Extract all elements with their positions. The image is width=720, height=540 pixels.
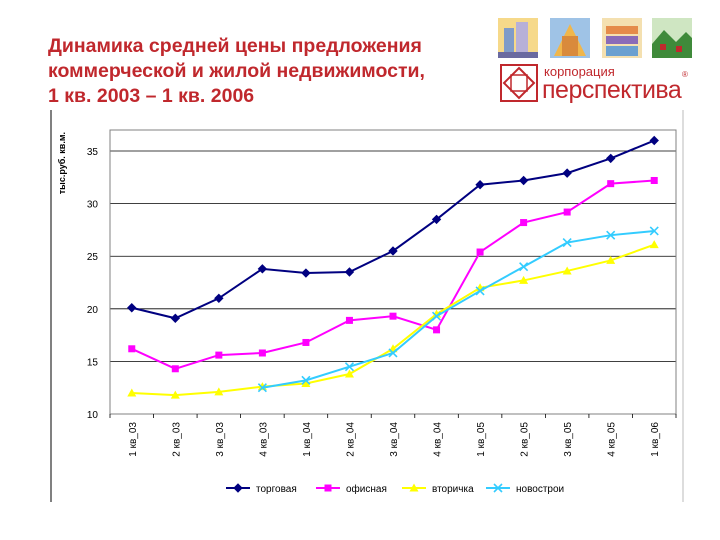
data-point-series-3 bbox=[562, 266, 572, 275]
data-point-series-3 bbox=[344, 369, 354, 378]
data-point-series-2 bbox=[607, 180, 615, 188]
data-point-series-4 bbox=[606, 230, 616, 240]
data-point-series-1 bbox=[649, 135, 659, 146]
data-point-series-2 bbox=[520, 219, 528, 227]
logo-emblem-icon bbox=[500, 64, 538, 102]
series-line-2 bbox=[131, 179, 655, 370]
data-point-series-1 bbox=[257, 264, 268, 274]
logo-line-2: перспектива bbox=[542, 76, 682, 104]
data-point-series-2 bbox=[650, 176, 658, 184]
y-tick-label: 10 bbox=[87, 410, 99, 421]
data-point-series-2 bbox=[302, 338, 310, 346]
legend-label-4: новострои bbox=[516, 484, 564, 495]
line-chart: 10 15 20 25 30 35 1 кв_03 2 кв_03 3 кв_03 4 кв_03… bbox=[50, 110, 684, 502]
y-tick-label: 15 bbox=[87, 357, 99, 368]
data-point-series-2 bbox=[389, 312, 397, 320]
data-point-series-1 bbox=[562, 168, 572, 178]
data-point-series-4 bbox=[344, 362, 355, 372]
data-point-series-1 bbox=[388, 246, 398, 256]
title-line-1: Динамика средней цены предложения bbox=[48, 35, 422, 57]
data-point-series-3 bbox=[649, 240, 659, 249]
data-point-series-2 bbox=[171, 365, 179, 373]
data-point-series-1 bbox=[605, 153, 616, 164]
chart-area: 10 15 20 25 30 35 1 кв_03 2 кв_03 3 кв_03 4 кв_03… bbox=[50, 110, 684, 502]
data-point-series-2 bbox=[433, 326, 441, 334]
data-point-series-3 bbox=[214, 387, 224, 396]
data-point-series-3 bbox=[170, 390, 180, 399]
data-point-series-2 bbox=[563, 208, 571, 216]
data-point-series-1 bbox=[518, 175, 529, 186]
title-line-3: 1 кв. 2003 – 1 кв. 2006 bbox=[48, 85, 255, 107]
logo-line-1: корпорация bbox=[544, 64, 615, 79]
title-line-2: коммерческой и жилой недвижимости, bbox=[48, 60, 425, 82]
data-point-series-4 bbox=[301, 375, 311, 385]
data-point-series-4 bbox=[388, 348, 398, 358]
y-tick-label: 35 bbox=[87, 147, 99, 158]
x-tick-label: 1 кв_06 bbox=[650, 422, 661, 457]
logo-tile-1-icon bbox=[498, 18, 538, 58]
data-point-series-1 bbox=[170, 313, 181, 323]
data-point-series-4 bbox=[431, 311, 442, 321]
y-tick-label: 30 bbox=[87, 200, 99, 211]
plot-area-border bbox=[109, 129, 677, 415]
x-tick-label: 3 кв_03 bbox=[215, 422, 226, 457]
company-logo: корпорация перспектива ® bbox=[498, 18, 693, 108]
logo-tile-3-icon bbox=[602, 18, 642, 58]
x-tick-label: 3 кв_05 bbox=[563, 422, 574, 457]
chart-title: Динамика средней цены предложения коммер… bbox=[48, 34, 425, 109]
x-tick-label: 1 кв_04 bbox=[302, 422, 313, 457]
data-point-series-2 bbox=[215, 351, 223, 359]
data-point-series-1 bbox=[431, 214, 442, 225]
data-point-series-2 bbox=[258, 349, 266, 357]
x-tick-label: 1 кв_05 bbox=[476, 422, 487, 457]
data-point-series-4 bbox=[562, 237, 572, 248]
x-tick-label: 2 кв_04 bbox=[345, 422, 356, 457]
legend-label-2: офисная bbox=[346, 483, 387, 495]
legend-label-3: вторичка bbox=[432, 484, 474, 495]
y-tick-label: 25 bbox=[87, 252, 99, 263]
legend-marker-2 bbox=[324, 484, 332, 492]
x-tick-label: 4 кв_05 bbox=[607, 422, 618, 457]
legend-label-1: торговая bbox=[256, 484, 297, 495]
data-point-series-1 bbox=[475, 179, 485, 190]
data-point-series-3 bbox=[127, 388, 137, 397]
data-point-series-2 bbox=[476, 248, 484, 256]
legend-marker-1 bbox=[233, 483, 243, 493]
data-point-series-4 bbox=[649, 226, 659, 236]
x-tick-label: 1 кв_03 bbox=[128, 422, 139, 457]
x-tick-label: 2 кв_03 bbox=[171, 422, 182, 457]
data-point-series-4 bbox=[519, 262, 529, 272]
y-tick-label: 20 bbox=[87, 305, 99, 316]
data-point-series-1 bbox=[127, 303, 137, 313]
x-tick-label: 4 кв_04 bbox=[433, 422, 444, 457]
data-point-series-3 bbox=[606, 255, 616, 264]
logo-registered-mark: ® bbox=[682, 70, 688, 79]
data-point-series-4 bbox=[475, 286, 485, 296]
legend-marker-4 bbox=[493, 483, 503, 493]
data-point-series-2 bbox=[128, 345, 136, 353]
x-tick-label: 4 кв_03 bbox=[258, 422, 269, 457]
logo-tile-4-icon bbox=[652, 18, 692, 58]
data-point-series-1 bbox=[214, 293, 224, 304]
data-point-series-3 bbox=[301, 378, 311, 387]
logo-tile-2-icon bbox=[550, 18, 590, 58]
series-line-3 bbox=[131, 243, 655, 397]
series-line-1 bbox=[131, 139, 655, 320]
data-point-series-4 bbox=[257, 383, 267, 393]
x-tick-label: 3 кв_04 bbox=[389, 422, 400, 457]
data-point-series-3 bbox=[519, 275, 529, 284]
y-axis-label: тыс.руб. кв.м. bbox=[57, 132, 67, 194]
series-line-4 bbox=[262, 229, 655, 389]
data-point-series-1 bbox=[344, 267, 355, 277]
data-point-series-1 bbox=[301, 268, 311, 278]
data-point-series-2 bbox=[345, 316, 353, 324]
legend-marker-3 bbox=[409, 483, 419, 492]
x-tick-label: 2 кв_05 bbox=[520, 422, 531, 457]
